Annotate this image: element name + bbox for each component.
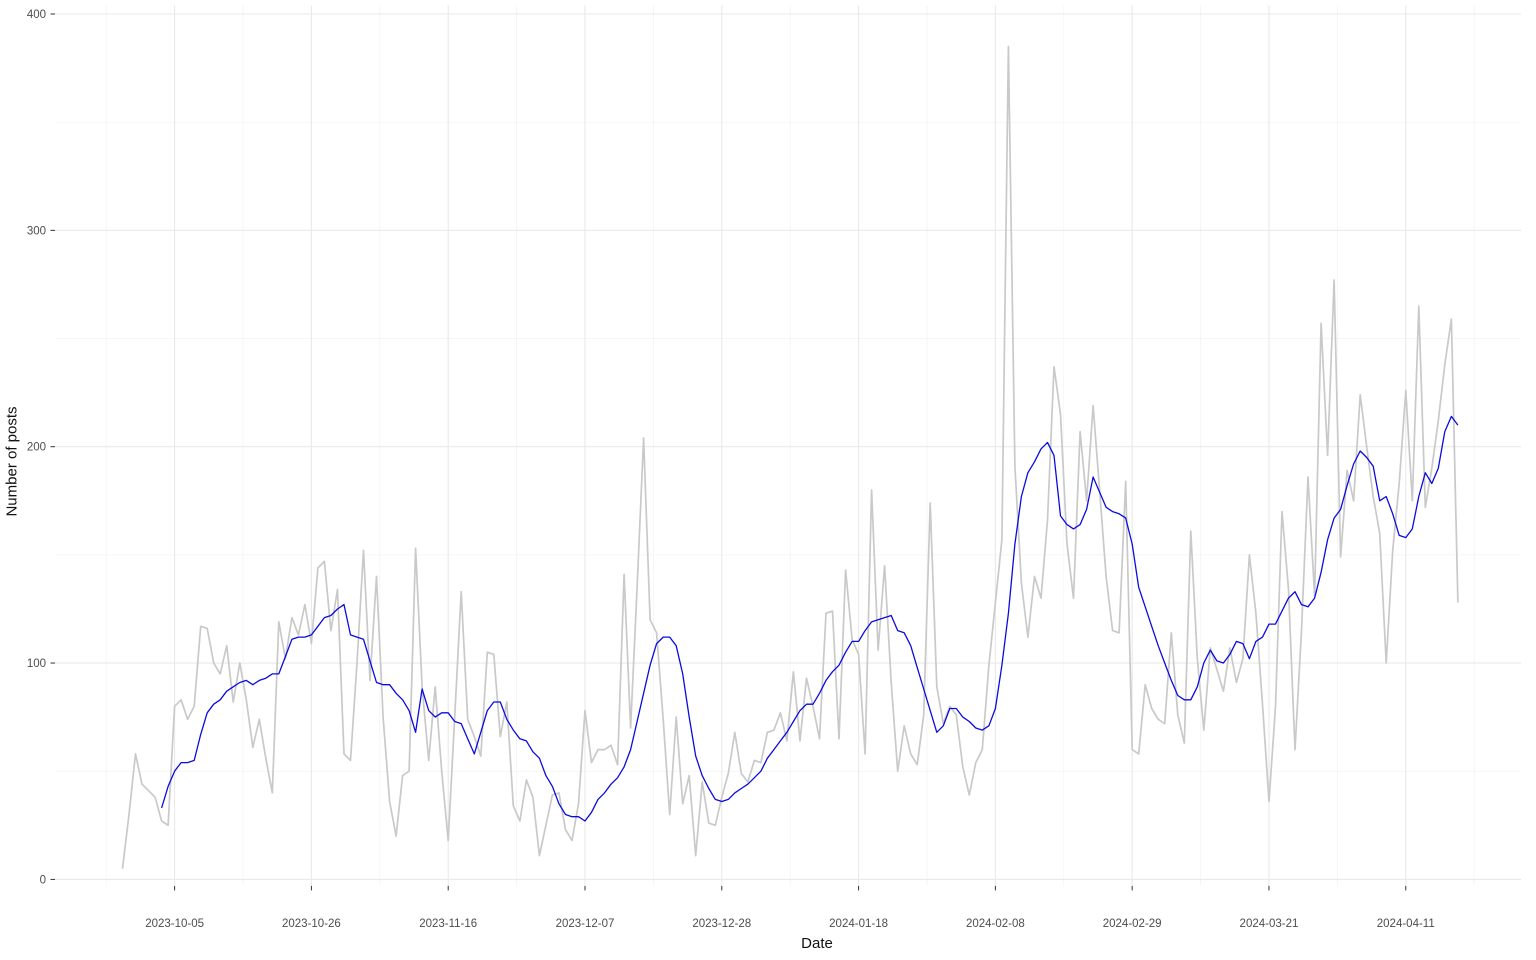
x-tick-label: 2023-12-07 [556,918,615,930]
x-axis-title: Date [0,935,1536,952]
daily-posts-line [121,45,1459,869]
y-tick-label: 400 [27,9,46,21]
smoothed-posts-line [160,415,1459,822]
x-tick-label: 2024-01-18 [829,918,888,930]
x-tick-label: 2024-02-08 [966,918,1025,930]
x-tick-label: 2023-11-16 [419,918,477,930]
x-tick-label: 2024-04-11 [1377,918,1435,930]
y-tick-label: 0 [40,874,46,886]
x-tick-label: 2023-12-28 [692,918,751,930]
y-axis-title: Number of posts [4,227,21,697]
x-tick-label: 2024-03-21 [1240,918,1299,930]
y-tick-label: 200 [27,442,46,454]
x-tick-label: 2024-02-29 [1103,918,1162,930]
y-tick-label: 300 [27,225,46,237]
y-tick-label: 100 [27,658,46,670]
x-tick-label: 2023-10-05 [145,918,204,930]
x-tick-label: 2023-10-26 [282,918,341,930]
y-axis-title-text: Number of posts [3,406,21,517]
x-axis-title-text: Date [801,935,833,952]
